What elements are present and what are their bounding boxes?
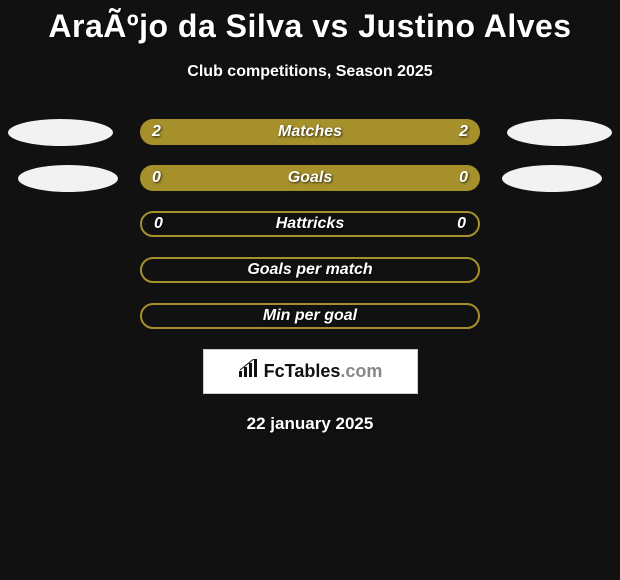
stat-label: Goals per match	[247, 261, 372, 279]
stat-value-right: 2	[459, 123, 468, 141]
stat-row: 0 Hattricks 0	[0, 211, 620, 237]
player-marker-right	[507, 119, 612, 146]
stat-pill: 0 Goals 0	[140, 165, 480, 191]
page-title: AraÃºjo da Silva vs Justino Alves	[0, 0, 620, 45]
logo-mid: Tables	[285, 361, 341, 381]
stat-label: Min per goal	[263, 307, 357, 325]
stat-label: Matches	[278, 123, 342, 141]
stat-value-left: 0	[152, 169, 161, 187]
logo-suffix: .com	[340, 361, 382, 381]
page-subtitle: Club competitions, Season 2025	[0, 63, 620, 81]
stat-pill: Goals per match	[140, 257, 480, 283]
logo-prefix: Fc	[264, 361, 285, 381]
bars-icon	[238, 359, 260, 384]
stat-rows-container: 2 Matches 2 0 Goals 0 0 Hattricks 0 Goals per mat…	[0, 119, 620, 329]
snapshot-date: 22 january 2025	[0, 414, 620, 434]
fctables-logo: FcTables.com	[203, 349, 418, 394]
stat-pill: Min per goal	[140, 303, 480, 329]
stat-value-left: 2	[152, 123, 161, 141]
player-marker-left	[18, 165, 118, 192]
stat-value-right: 0	[459, 169, 468, 187]
stat-label: Hattricks	[276, 215, 344, 233]
stat-row: 2 Matches 2	[0, 119, 620, 145]
stat-pill: 2 Matches 2	[140, 119, 480, 145]
player-marker-right	[502, 165, 602, 192]
stat-pill: 0 Hattricks 0	[140, 211, 480, 237]
stat-value-right: 0	[457, 215, 466, 233]
stat-label: Goals	[288, 169, 332, 187]
stat-row: 0 Goals 0	[0, 165, 620, 191]
logo-text: FcTables.com	[264, 361, 383, 382]
stat-value-left: 0	[154, 215, 163, 233]
player-marker-left	[8, 119, 113, 146]
stat-row: Goals per match	[0, 257, 620, 283]
stat-row: Min per goal	[0, 303, 620, 329]
